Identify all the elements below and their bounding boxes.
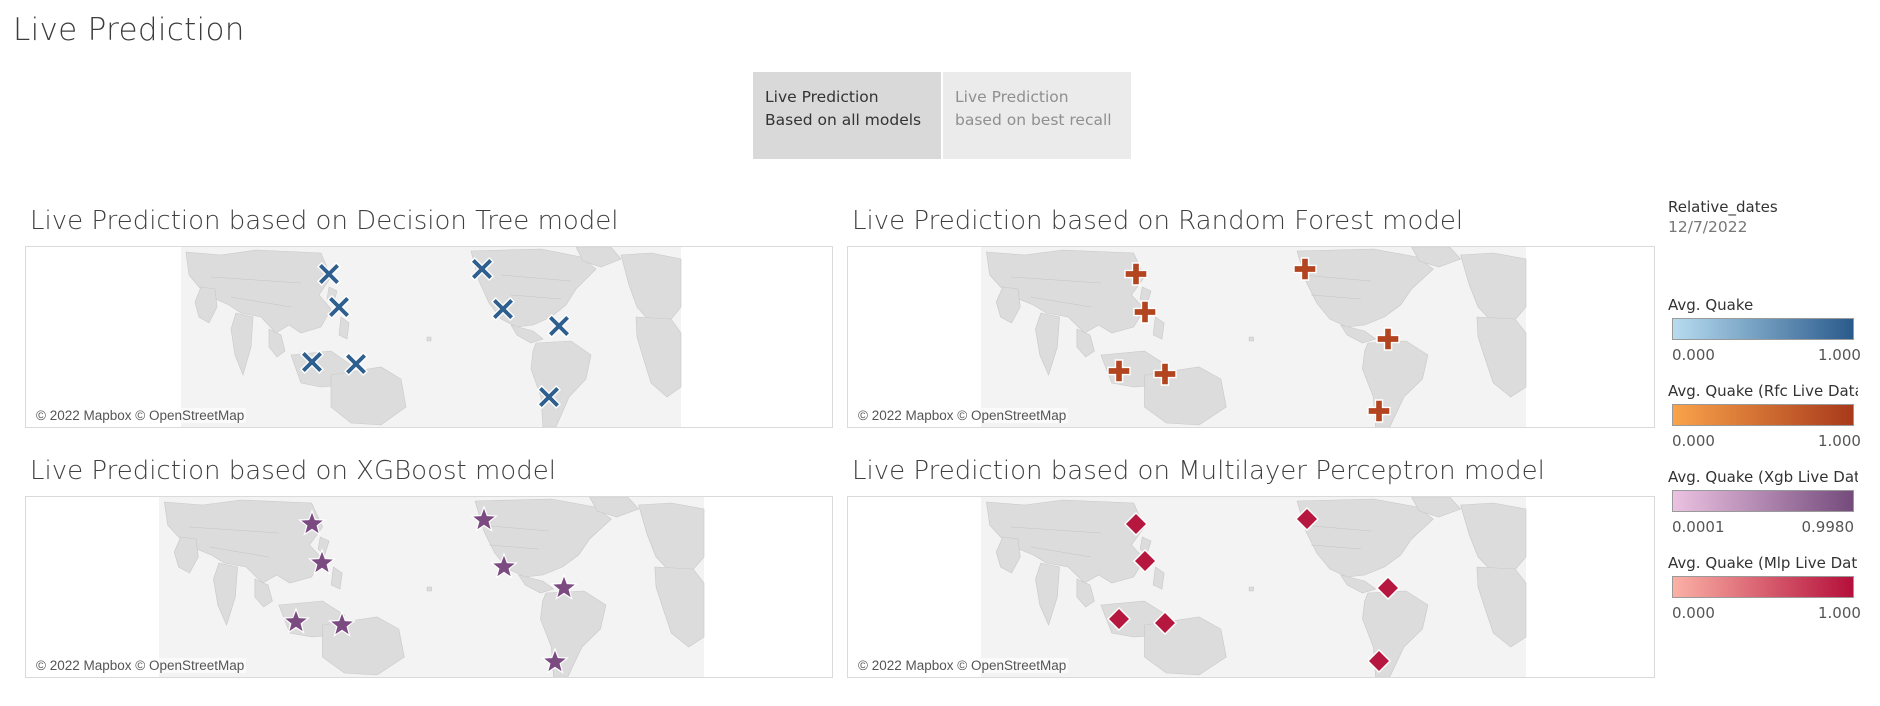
- prediction-marker[interactable]: [1107, 359, 1131, 383]
- prediction-marker[interactable]: [469, 505, 499, 532]
- prediction-marker[interactable]: [491, 297, 515, 321]
- map-attribution: © 2022 Mapbox © OpenStreetMap: [34, 408, 247, 423]
- prediction-marker[interactable]: [1153, 611, 1177, 635]
- legend-avg-quake-rfc: Avg. Quake (Rfc Live Data.. 0.000 1.000: [1668, 382, 1878, 450]
- color-ramp: [1672, 404, 1854, 426]
- xgboost-map-canvas: [159, 497, 705, 677]
- map-attribution: © 2022 Mapbox © OpenStreetMap: [856, 658, 1069, 673]
- prediction-marker[interactable]: [1376, 576, 1400, 600]
- map-land: [185, 247, 682, 427]
- ramp-max-label: 1.000: [1818, 346, 1861, 364]
- legend-title: Avg. Quake (Xgb Live Dat..: [1668, 468, 1858, 486]
- page-title: Live Prediction: [13, 12, 245, 48]
- legend-avg-quake: Avg. Quake 0.000 1.000: [1668, 296, 1878, 364]
- ramp-min-label: 0.000: [1672, 604, 1715, 622]
- ramp-max-label: 1.000: [1818, 432, 1861, 450]
- prediction-marker[interactable]: [317, 262, 341, 286]
- random-forest-map[interactable]: © 2022 Mapbox © OpenStreetMap: [847, 246, 1655, 428]
- tab-bar: Live Prediction Based on all models Live…: [753, 72, 1131, 159]
- mlp-map-title: Live Prediction based on Multilayer Perc…: [852, 456, 1545, 486]
- map-attribution: © 2022 Mapbox © OpenStreetMap: [34, 658, 247, 673]
- ramp-min-label: 0.0001: [1672, 518, 1725, 536]
- prediction-marker[interactable]: [307, 548, 337, 575]
- prediction-marker[interactable]: [540, 647, 570, 674]
- random-forest-map-title: Live Prediction based on Random Forest m…: [852, 206, 1464, 236]
- legend-title: Avg. Quake (Mlp Live Dat..: [1668, 554, 1858, 572]
- ramp-min-label: 0.000: [1672, 432, 1715, 450]
- mlp-map[interactable]: © 2022 Mapbox © OpenStreetMap: [847, 496, 1655, 678]
- random-forest-map-canvas: [981, 247, 1527, 427]
- prediction-marker[interactable]: [281, 607, 311, 634]
- decision-tree-map-canvas: [181, 247, 682, 427]
- prediction-marker[interactable]: [1376, 327, 1400, 351]
- prediction-marker[interactable]: [1133, 300, 1157, 324]
- map-attribution: © 2022 Mapbox © OpenStreetMap: [856, 408, 1069, 423]
- prediction-marker[interactable]: [327, 610, 357, 637]
- ramp-max-label: 0.9980: [1801, 518, 1855, 536]
- legend-title: Avg. Quake (Rfc Live Data..: [1668, 382, 1858, 400]
- prediction-marker[interactable]: [1107, 607, 1131, 631]
- prediction-marker[interactable]: [297, 509, 327, 536]
- map-borders: [210, 274, 572, 308]
- prediction-marker[interactable]: [489, 552, 519, 579]
- prediction-marker[interactable]: [300, 350, 324, 374]
- prediction-marker[interactable]: [470, 257, 494, 281]
- prediction-marker[interactable]: [1295, 507, 1319, 531]
- relative-dates-value: 12/7/2022: [1668, 218, 1748, 236]
- map-borders: [1010, 524, 1372, 558]
- prediction-marker[interactable]: [1124, 512, 1148, 536]
- prediction-marker[interactable]: [1133, 549, 1157, 573]
- prediction-marker[interactable]: [537, 385, 561, 409]
- legend-title: Avg. Quake: [1668, 296, 1754, 314]
- color-ramp: [1672, 318, 1854, 340]
- decision-tree-map-title: Live Prediction based on Decision Tree m…: [30, 206, 619, 236]
- map-land: [986, 497, 1527, 677]
- prediction-marker[interactable]: [1367, 649, 1391, 673]
- xgboost-map-title: Live Prediction based on XGBoost model: [30, 456, 556, 486]
- map-land: [164, 497, 705, 677]
- ramp-min-label: 0.000: [1672, 346, 1715, 364]
- tab-all-models[interactable]: Live Prediction Based on all models: [753, 72, 941, 159]
- prediction-marker[interactable]: [327, 295, 351, 319]
- prediction-marker[interactable]: [1124, 262, 1148, 286]
- prediction-marker[interactable]: [344, 352, 368, 376]
- xgboost-map[interactable]: © 2022 Mapbox © OpenStreetMap: [25, 496, 833, 678]
- prediction-marker[interactable]: [549, 573, 579, 600]
- mlp-map-canvas: [981, 497, 1527, 677]
- legend-avg-quake-mlp: Avg. Quake (Mlp Live Dat.. 0.000 1.000: [1668, 554, 1878, 622]
- prediction-marker[interactable]: [1293, 257, 1317, 281]
- color-ramp: [1672, 490, 1854, 512]
- prediction-marker[interactable]: [547, 314, 571, 338]
- prediction-marker[interactable]: [1367, 399, 1391, 423]
- legend-avg-quake-xgb: Avg. Quake (Xgb Live Dat.. 0.0001 0.9980: [1668, 468, 1878, 536]
- color-ramp: [1672, 576, 1854, 598]
- map-borders: [1010, 274, 1372, 308]
- decision-tree-map[interactable]: © 2022 Mapbox © OpenStreetMap: [25, 246, 833, 428]
- relative-dates-filter[interactable]: Relative_dates 12/7/2022: [1668, 198, 1878, 236]
- relative-dates-title: Relative_dates: [1668, 198, 1778, 216]
- prediction-marker[interactable]: [1153, 362, 1177, 386]
- tab-best-recall[interactable]: Live Prediction based on best recall: [943, 72, 1131, 159]
- ramp-max-label: 1.000: [1818, 604, 1861, 622]
